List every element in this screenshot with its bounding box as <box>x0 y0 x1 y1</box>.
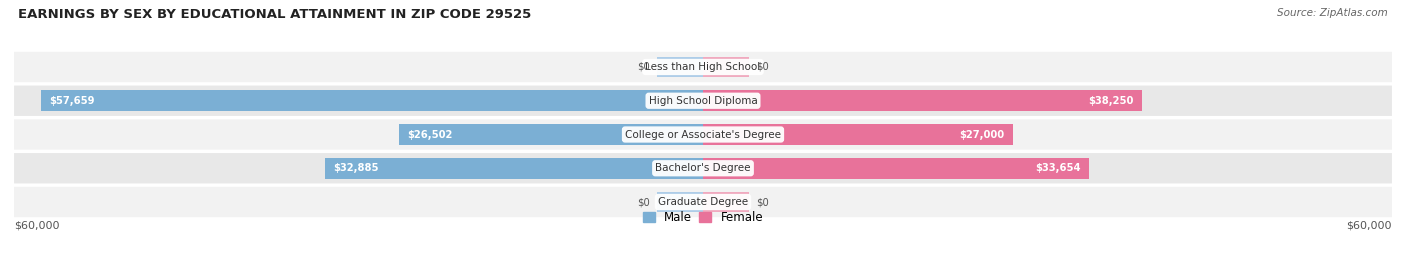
Bar <box>657 192 703 213</box>
Text: Bachelor's Degree: Bachelor's Degree <box>655 163 751 173</box>
Legend: Male, Female: Male, Female <box>638 206 768 228</box>
Text: $0: $0 <box>637 62 650 72</box>
FancyBboxPatch shape <box>14 52 1392 82</box>
Text: Graduate Degree: Graduate Degree <box>658 197 748 207</box>
Bar <box>325 158 703 179</box>
Text: $57,659: $57,659 <box>49 96 94 106</box>
Text: $27,000: $27,000 <box>960 129 1005 140</box>
Text: College or Associate's Degree: College or Associate's Degree <box>626 129 780 140</box>
Text: Less than High School: Less than High School <box>645 62 761 72</box>
Text: $32,885: $32,885 <box>333 163 380 173</box>
FancyBboxPatch shape <box>14 153 1392 183</box>
Text: High School Diploma: High School Diploma <box>648 96 758 106</box>
Bar <box>703 124 1012 145</box>
Bar <box>399 124 703 145</box>
Text: $60,000: $60,000 <box>1347 221 1392 231</box>
Text: $26,502: $26,502 <box>406 129 453 140</box>
Text: $38,250: $38,250 <box>1088 96 1133 106</box>
Text: $60,000: $60,000 <box>14 221 59 231</box>
Text: $0: $0 <box>756 197 769 207</box>
Bar <box>657 56 703 77</box>
Bar <box>703 158 1090 179</box>
Text: $0: $0 <box>756 62 769 72</box>
Text: Source: ZipAtlas.com: Source: ZipAtlas.com <box>1277 8 1388 18</box>
Text: $0: $0 <box>637 197 650 207</box>
FancyBboxPatch shape <box>14 86 1392 116</box>
Bar <box>41 90 703 111</box>
FancyBboxPatch shape <box>14 187 1392 217</box>
Bar <box>703 192 749 213</box>
Bar <box>703 56 749 77</box>
FancyBboxPatch shape <box>14 119 1392 150</box>
Text: EARNINGS BY SEX BY EDUCATIONAL ATTAINMENT IN ZIP CODE 29525: EARNINGS BY SEX BY EDUCATIONAL ATTAINMEN… <box>18 8 531 21</box>
Text: $33,654: $33,654 <box>1036 163 1081 173</box>
Bar <box>703 90 1142 111</box>
